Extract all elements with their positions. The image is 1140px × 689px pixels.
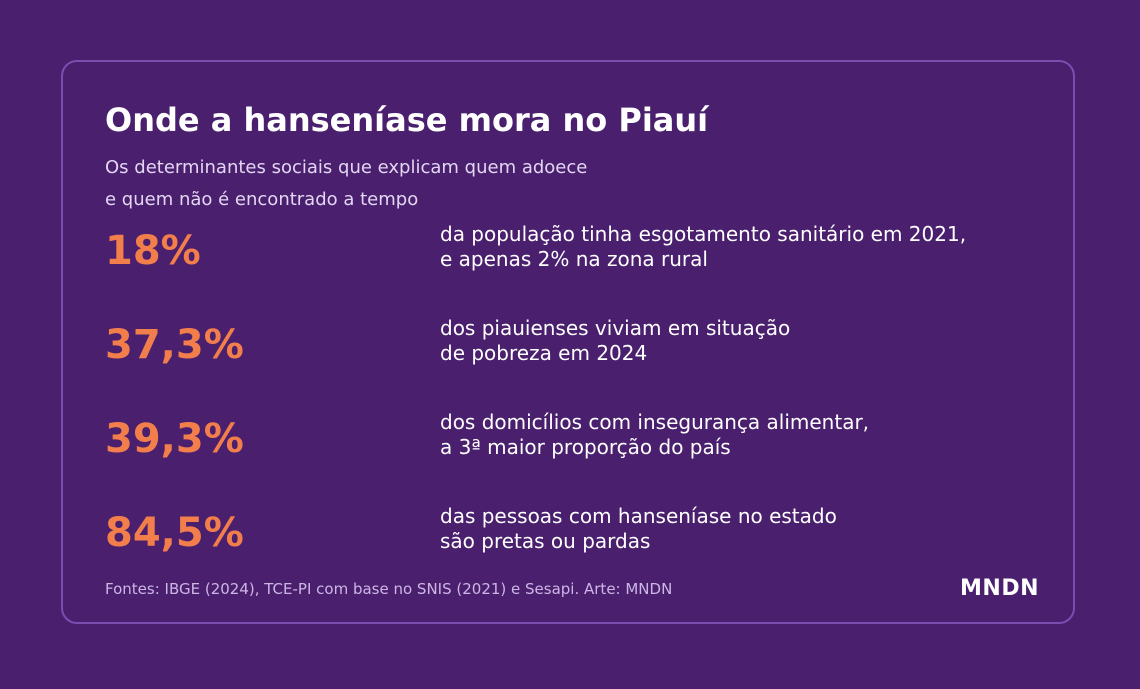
- stat-description-line-2: e apenas 2% na zona rural: [440, 247, 708, 271]
- stat-description: da população tinha esgotamento sanitário…: [440, 222, 966, 272]
- stat-description-line-1: dos domicílios com insegurança alimentar…: [440, 410, 870, 434]
- stat-value: 37,3%: [105, 322, 244, 368]
- stat-description-line-2: a 3ª maior proporção do país: [440, 435, 731, 459]
- brand-logo: MNDN: [960, 576, 1039, 601]
- stat-description-line-2: são pretas ou pardas: [440, 529, 651, 553]
- stat-description-line-1: da população tinha esgotamento sanitário…: [440, 222, 967, 246]
- source-note: Fontes: IBGE (2024), TCE-PI com base no …: [105, 580, 673, 598]
- subtitle-line-1: Os determinantes sociais que explicam qu…: [105, 157, 588, 178]
- stat-value: 39,3%: [105, 416, 244, 462]
- subtitle-line-2: e quem não é encontrado a tempo: [105, 189, 419, 210]
- stat-poverty: 37,3% dos piauienses viviam em situação …: [105, 316, 1065, 380]
- stat-description: das pessoas com hanseníase no estado são…: [440, 504, 837, 554]
- stat-description: dos piauienses viviam em situação de pob…: [440, 316, 790, 366]
- stat-description-line-1: dos piauienses viviam em situação: [440, 316, 791, 340]
- page-subtitle: Os determinantes sociais que explicam qu…: [105, 152, 587, 216]
- stat-sanitation: 18% da população tinha esgotamento sanit…: [105, 222, 1065, 286]
- stat-food-insecurity: 39,3% dos domicílios com insegurança ali…: [105, 410, 1065, 474]
- stat-description-line-1: das pessoas com hanseníase no estado: [440, 504, 837, 528]
- page-title: Onde a hanseníase mora no Piauí: [105, 101, 709, 139]
- stat-description-line-2: de pobreza em 2024: [440, 341, 648, 365]
- stat-value: 18%: [105, 228, 201, 274]
- stat-description: dos domicílios com insegurança alimentar…: [440, 410, 869, 460]
- info-card: [61, 60, 1075, 624]
- stat-value: 84,5%: [105, 510, 244, 556]
- stat-race: 84,5% das pessoas com hanseníase no esta…: [105, 504, 1065, 568]
